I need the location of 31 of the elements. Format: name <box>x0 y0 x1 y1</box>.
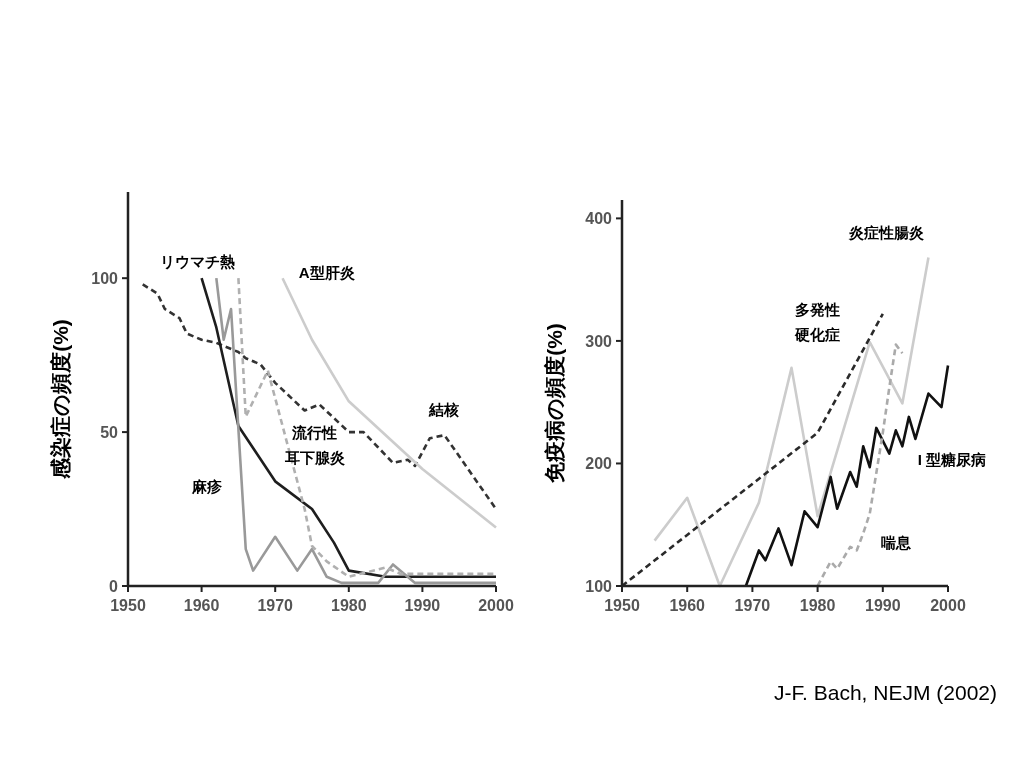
x-tick-label: 1950 <box>110 597 146 614</box>
series-label: 麻疹 <box>190 478 223 496</box>
x-tick-label: 2000 <box>930 597 966 614</box>
series-label: A型肝炎 <box>298 264 355 282</box>
x-tick-label: 1980 <box>331 597 367 614</box>
x-tick-label: 2000 <box>478 597 514 614</box>
x-tick-label: 1960 <box>183 597 220 614</box>
y-tick-label: 100 <box>91 270 119 288</box>
series-label: 喘息 <box>880 534 912 552</box>
y-axis-title: 感染症の頻度(%) <box>49 319 73 480</box>
x-tick-label: 1980 <box>799 597 836 614</box>
y-tick-label: 0 <box>109 578 119 595</box>
y-tick-label: 300 <box>585 332 613 350</box>
series-label: 炎症性腸炎 <box>847 224 924 242</box>
series-label: 多発性硬化症 <box>794 301 841 344</box>
x-tick-label: 1970 <box>257 597 294 614</box>
x-tick-label: 1990 <box>404 597 441 614</box>
y-tick-label: 400 <box>585 210 613 228</box>
series-label: リウマチ熱 <box>160 253 236 271</box>
y-tick-label: 50 <box>100 424 119 442</box>
x-tick-label: 1990 <box>865 597 901 614</box>
y-axis-title: 免疫病の頻度(%) <box>543 323 567 484</box>
x-tick-label: 1950 <box>604 597 640 614</box>
y-tick-label: 100 <box>585 578 613 595</box>
text: J-F. Bach, NEJM (2002) <box>774 681 997 704</box>
y-tick-label: 200 <box>585 455 613 473</box>
x-tick-label: 1960 <box>669 597 706 614</box>
series-label: 流行性耳下腺炎 <box>283 424 345 467</box>
series-label: 結核 <box>428 401 460 419</box>
x-tick-label: 1970 <box>734 597 771 614</box>
series-label: I 型糖尿病 <box>917 450 987 468</box>
